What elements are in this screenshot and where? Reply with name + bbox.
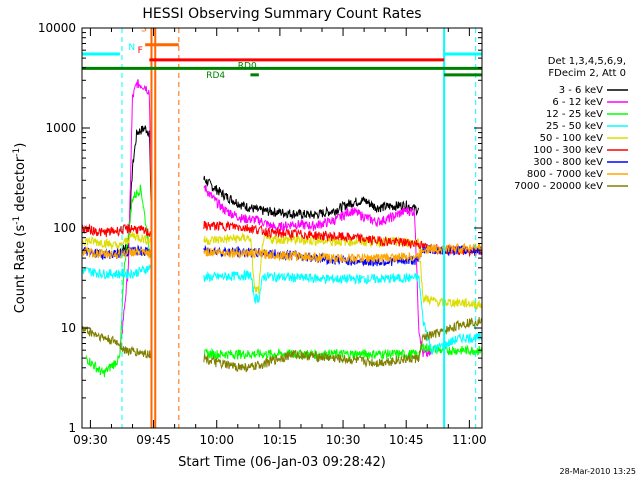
legend-title-line: FDecim 2, Att 0 (548, 68, 626, 79)
legend-label-8: 800 - 7000 keV (527, 169, 603, 180)
y-tick-label: 100 (53, 221, 76, 235)
x-axis-label: Start Time (06-Jan-03 09:28:42) (178, 455, 386, 470)
y-axis-label-part: ) (13, 143, 28, 148)
plot-area: NS F RD4 RD0 (82, 25, 482, 428)
legend-label-1: 3 - 6 keV (559, 85, 603, 96)
y-axis-label-part: detector (13, 156, 28, 216)
plot-inner: NS F RD4 RD0 (82, 25, 482, 428)
y-tick-label: 10 (61, 321, 76, 335)
series-line-1 (119, 125, 419, 254)
y-axis-label-part: Count Rate (s (13, 225, 28, 314)
axes: 1 10 100 1000 10000 09:30 09:45 10:00 10:15 10:30… (38, 21, 487, 447)
legend-label-9: 7000 - 20000 keV (514, 181, 603, 192)
series-line-5 (82, 232, 482, 310)
x-tick-label: 10:15 (263, 433, 298, 447)
series-line-9 (82, 316, 482, 373)
series-line-8 (82, 243, 482, 264)
footer-date: 28-Mar-2010 13:25 (560, 467, 637, 476)
x-tick-label: 10:45 (389, 433, 424, 447)
x-tick-label: 11:00 (452, 433, 487, 447)
legend-label-3: 12 - 25 keV (546, 109, 603, 120)
series-line-4 (82, 264, 482, 355)
series-line-2 (119, 79, 432, 357)
y-tick-label: 1 (68, 421, 76, 435)
flag-label-rd0: RD0 (238, 61, 257, 71)
x-tick-label: 10:30 (326, 433, 361, 447)
legend: Det 1,3,4,5,6,9,FDecim 2, Att 0 3 - 6 keV… (514, 56, 628, 192)
legend-label-7: 300 - 800 keV (533, 157, 603, 168)
x-tick-label: 10:00 (199, 433, 234, 447)
legend-label-5: 50 - 100 keV (540, 133, 604, 144)
x-tick-label: 09:45 (136, 433, 171, 447)
y-tick-label: 1000 (45, 121, 76, 135)
y-axis-label: Count Rate (s-1 detector-1) (12, 143, 28, 314)
chart-title: HESSI Observing Summary Count Rates (142, 6, 421, 22)
legend-label-4: 25 - 50 keV (546, 121, 603, 132)
series-line-6 (82, 220, 482, 258)
flag-label-rd4: RD4 (206, 71, 225, 81)
x-tick-label: 09:30 (73, 433, 108, 447)
y-tick-label: 10000 (38, 21, 76, 35)
legend-label-6: 100 - 300 keV (533, 145, 603, 156)
y-axis-label-sup: -1 (12, 216, 22, 225)
flag-label-f: F (138, 46, 143, 56)
series-line-3 (85, 184, 482, 378)
flag-label-s: S (141, 25, 147, 35)
legend-title-line: Det 1,3,4,5,6,9, (548, 56, 626, 67)
flag-label-n: N (128, 43, 135, 53)
y-axis-label-sup: -1 (12, 148, 22, 157)
legend-label-2: 6 - 12 keV (552, 97, 603, 108)
